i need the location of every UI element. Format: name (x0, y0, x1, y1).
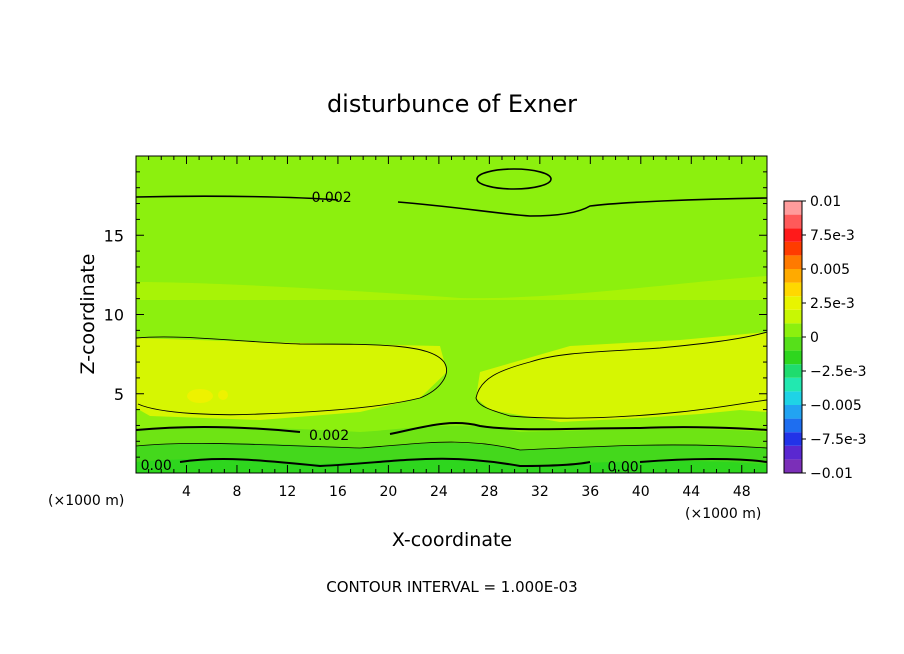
y-tick-label: 5 (114, 385, 124, 404)
contour-interval-footer: CONTOUR INTERVAL = 1.000E-03 (326, 578, 577, 596)
y-tick-label: 10 (104, 306, 124, 325)
colorbar-swatch (784, 201, 802, 215)
y-axis: 5 10 15 (104, 171, 767, 458)
colorbar-swatch (784, 350, 802, 365)
field-background (136, 156, 767, 473)
x-unit-right: (×1000 m) (685, 506, 761, 522)
x-axis-label: X-coordinate (392, 529, 512, 551)
y-tick-label: 15 (104, 226, 124, 245)
colorbar-label: 2.5e-3 (810, 296, 855, 312)
colorbar-swatch (784, 432, 802, 446)
colorbar-swatch (784, 228, 802, 242)
field-band-middle (136, 338, 447, 420)
colorbar: 0.01 7.5e-3 0.005 2.5e-3 0 −2.5e-3 −0.005 −7.5e… (783, 194, 867, 482)
contour-line (476, 168, 552, 190)
x-tick-label: 36 (581, 484, 599, 500)
colorbar-swatch (784, 323, 802, 337)
colorbar-swatch (784, 377, 802, 392)
contour-label: 0.002 (309, 428, 349, 444)
colorbar-swatch (784, 364, 802, 378)
x-tick-label: 24 (430, 484, 448, 500)
field-band-upper (136, 276, 767, 300)
colorbar-swatch (784, 418, 802, 433)
x-tick-label: 16 (329, 484, 347, 500)
colorbar-swatch (784, 445, 802, 460)
x-tick-label: 8 (232, 484, 241, 500)
y-axis-label: Z-coordinate (77, 254, 99, 375)
colorbar-swatch (784, 214, 802, 229)
contour-line (475, 331, 767, 419)
colorbar-label: 0.005 (810, 262, 850, 278)
contour-line (136, 422, 767, 435)
colorbar-swatch (784, 405, 802, 419)
field-patch-yellow-small (218, 390, 228, 400)
x-tick-label: 20 (379, 484, 397, 500)
field-patch-yellow (187, 389, 213, 403)
colorbar-swatch (784, 269, 802, 283)
colorbar-swatch (784, 391, 802, 405)
x-tick-label: 48 (733, 484, 751, 500)
colorbar-label: 7.5e-3 (810, 228, 855, 244)
chart-title: disturbunce of Exner (327, 90, 577, 118)
contour-label: 0.00 (141, 458, 172, 474)
colorbar-swatch (784, 241, 802, 256)
contour-line (136, 336, 447, 416)
field-band-middle-right (476, 332, 767, 422)
field-band-low-3 (136, 458, 767, 473)
x-tick-label: 40 (632, 484, 650, 500)
x-tick-label: 12 (279, 484, 297, 500)
contour-label: 0.002 (312, 190, 352, 206)
colorbar-swatch (784, 309, 802, 324)
x-tick-label: 32 (531, 484, 549, 500)
colorbar-label: −2.5e-3 (810, 364, 867, 380)
colorbar-swatch (784, 255, 802, 269)
colorbar-label: −0.01 (810, 466, 853, 482)
colorbar-swatch (784, 296, 802, 310)
colorbar-label: −7.5e-3 (810, 432, 867, 448)
colorbar-swatch (784, 459, 802, 473)
colorbar-label: 0.01 (810, 194, 841, 210)
contour-line (136, 195, 767, 217)
colorbar-label: −0.005 (810, 398, 862, 414)
contour-line (179, 457, 767, 468)
colorbar-swatch (784, 337, 802, 351)
colorbar-swatch (784, 282, 802, 297)
x-tick-label: 4 (182, 484, 191, 500)
x-tick-label: 44 (682, 484, 700, 500)
x-axis: 4 8 12 16 20 24 28 32 36 40 44 48 (148, 156, 755, 500)
x-tick-label: 28 (480, 484, 498, 500)
contour-line (136, 441, 767, 451)
colorbar-label: 0 (810, 330, 819, 346)
x-unit-left: (×1000 m) (48, 493, 124, 509)
